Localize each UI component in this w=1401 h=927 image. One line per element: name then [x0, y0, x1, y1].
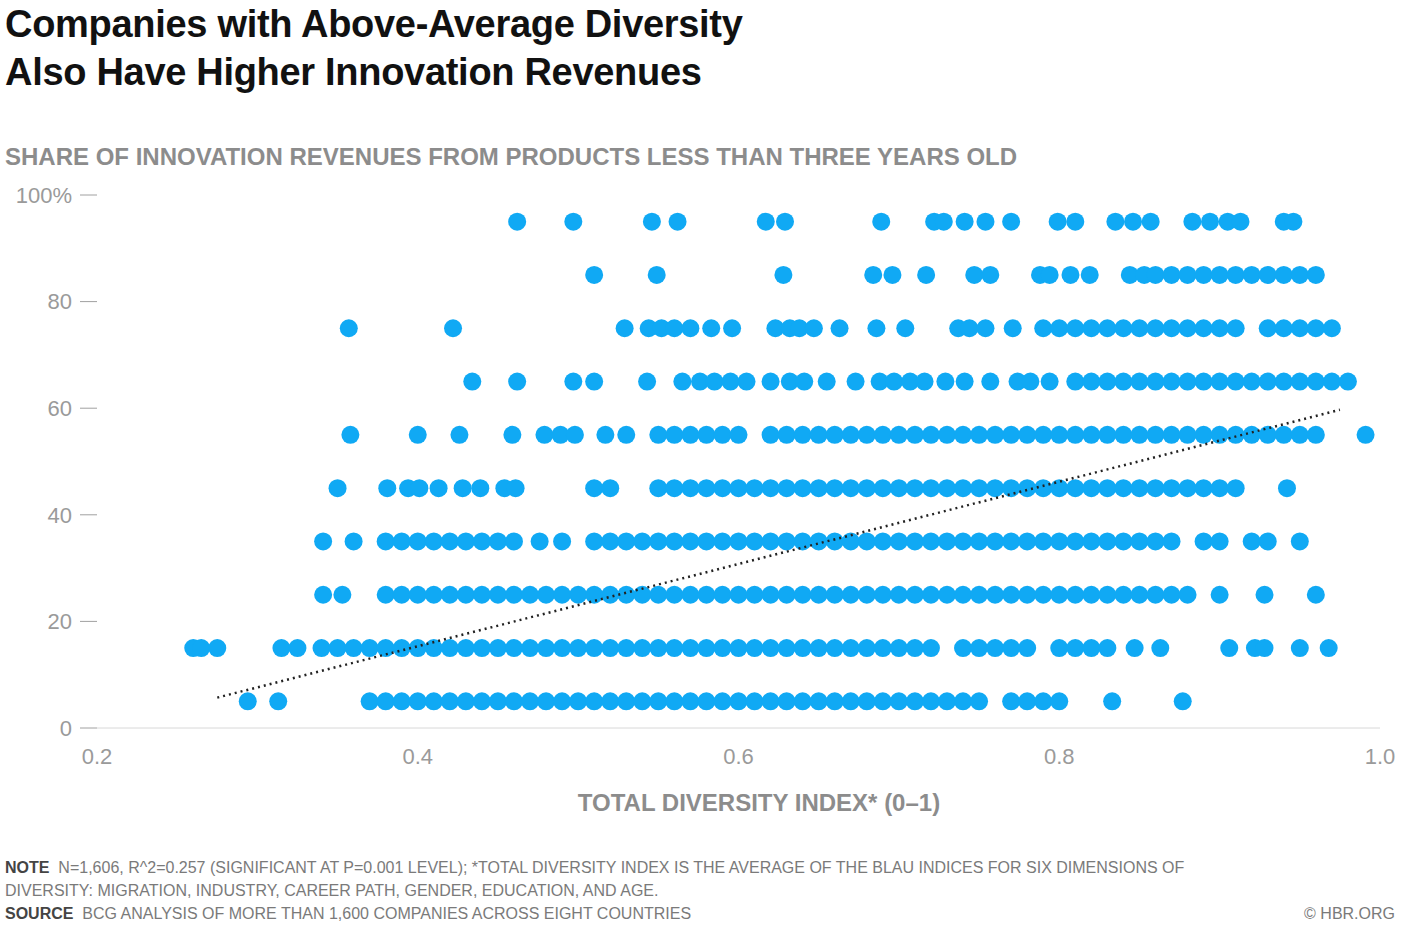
svg-text:0.4: 0.4 [402, 744, 433, 769]
svg-text:60: 60 [48, 396, 72, 421]
html-text:BCG ANALYSIS OF MORE THAN 1,60: BCG ANALYSIS OF MORE THAN 1,600 COMPANIE… [82, 905, 692, 922]
html-text:SHARE OF INNOVATION REVENUES F: SHARE OF INNOVATION REVENUES FROM PRODUC… [5, 143, 1018, 170]
svg-text:0.2: 0.2 [82, 744, 113, 769]
html-text:TOTAL DIVERSITY INDEX* (0–1): TOTAL DIVERSITY INDEX* (0–1) [577, 789, 941, 816]
svg-text:40: 40 [48, 503, 72, 528]
svg-text:0.6: 0.6 [723, 744, 754, 769]
html-text:Companies with Above-Average D: Companies with Above-Average Diversity A… [5, 3, 743, 93]
html-text:SOURCE: SOURCE [5, 905, 74, 922]
svg-text:20: 20 [48, 609, 72, 634]
svg-text:80: 80 [48, 289, 72, 314]
svg-text:0: 0 [60, 716, 72, 741]
html-text:© HBR.ORG: © HBR.ORG [1304, 905, 1395, 922]
html-text:N=1,606, R^2=0.257 (SIGNIFICAN: N=1,606, R^2=0.257 (SIGNIFICANT AT P=0.0… [5, 859, 1185, 899]
html-text:NOTE: NOTE [5, 859, 50, 876]
svg-text:0.8: 0.8 [1044, 744, 1075, 769]
svg-text:100%: 100% [16, 183, 72, 208]
svg-text:1.0: 1.0 [1365, 744, 1393, 769]
